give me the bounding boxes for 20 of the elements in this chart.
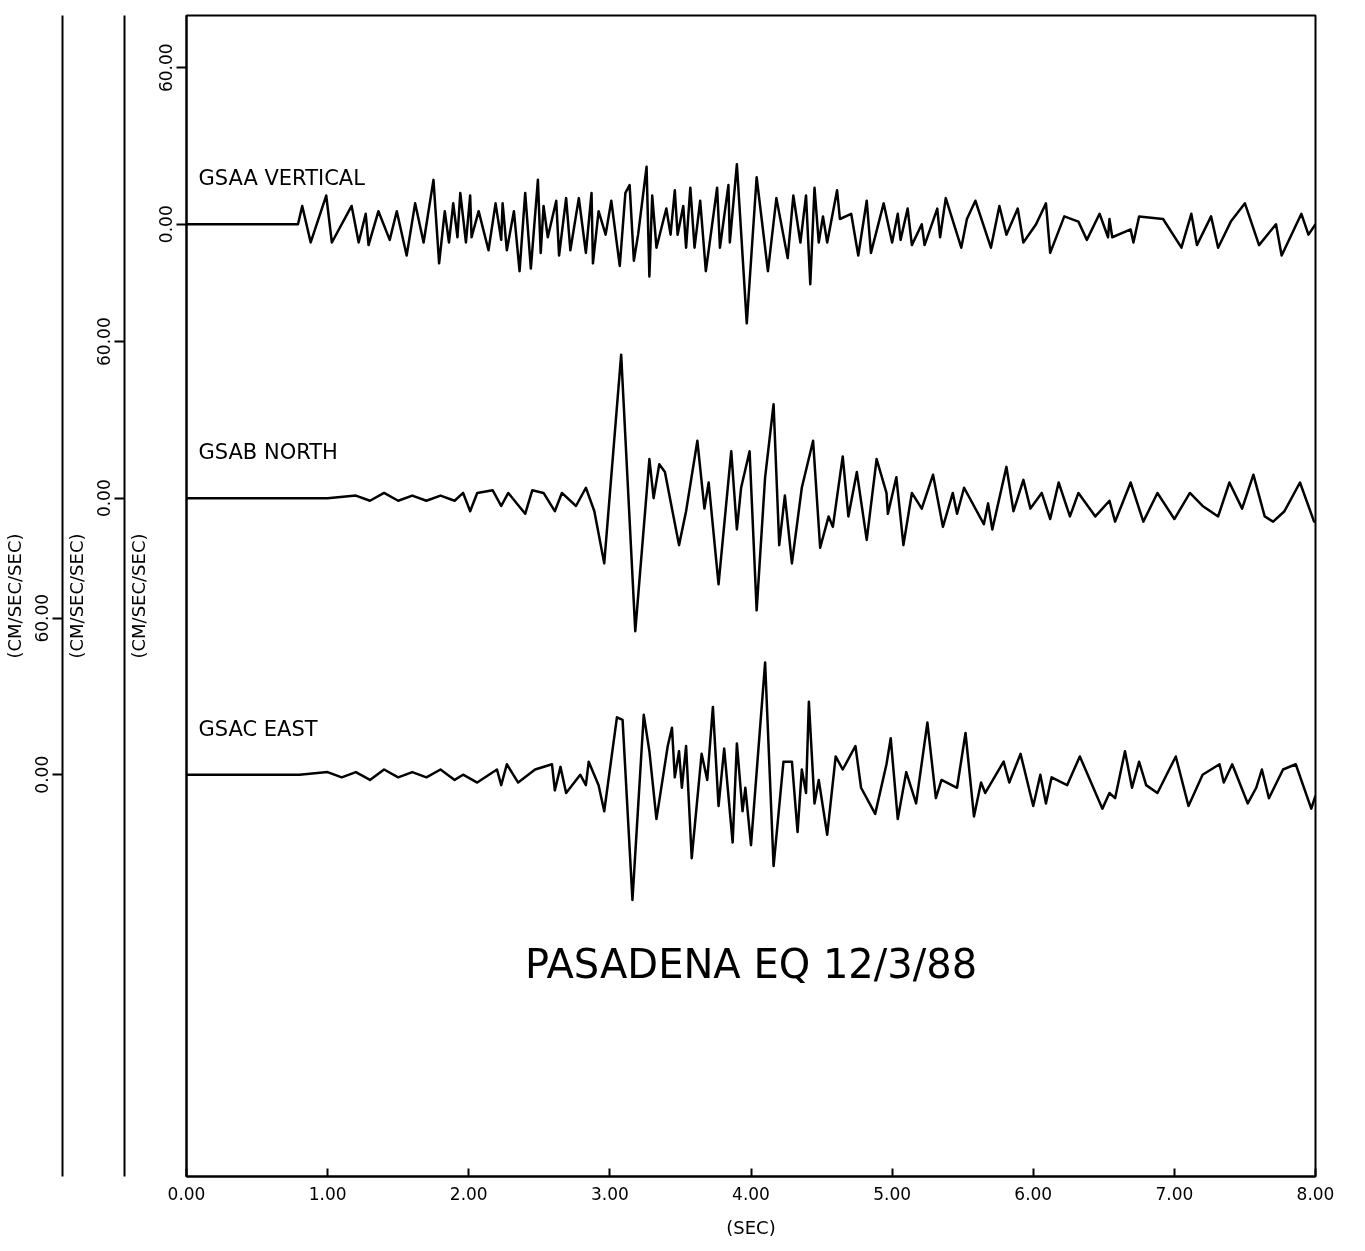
y3-tick-label: 60.00	[32, 593, 53, 643]
x-tick-label: 1.00	[308, 1183, 347, 1204]
x-tick-label: 3.00	[590, 1183, 629, 1204]
y3-tick-label: 0.00	[32, 755, 53, 794]
y-axis-title: (CM/SEC/SEC)	[127, 533, 149, 659]
x-tick-label: 7.00	[1155, 1183, 1194, 1204]
text: PASADENA EQ 12/3/88	[524, 940, 978, 987]
series-label: GSAB NORTH	[198, 440, 338, 465]
x-tick-label: 5.00	[873, 1183, 912, 1204]
x-tick-label: 8.00	[1296, 1183, 1335, 1204]
x-axis-title: (SEC)	[726, 1216, 776, 1238]
y3-axis-title: (CM/SEC/SEC)	[3, 533, 25, 659]
y2-tick-label: 0.00	[94, 479, 115, 518]
y2-tick-label: 60.00	[94, 317, 115, 366]
x-tick-label: 2.00	[449, 1183, 488, 1204]
series-label: GSAC EAST	[198, 716, 318, 741]
series-label: GSAA VERTICAL	[198, 166, 366, 191]
y2-axis-title: (CM/SEC/SEC)	[65, 533, 87, 659]
x-tick-label: 4.00	[732, 1183, 770, 1204]
x-tick-label: 6.00	[1014, 1183, 1053, 1204]
